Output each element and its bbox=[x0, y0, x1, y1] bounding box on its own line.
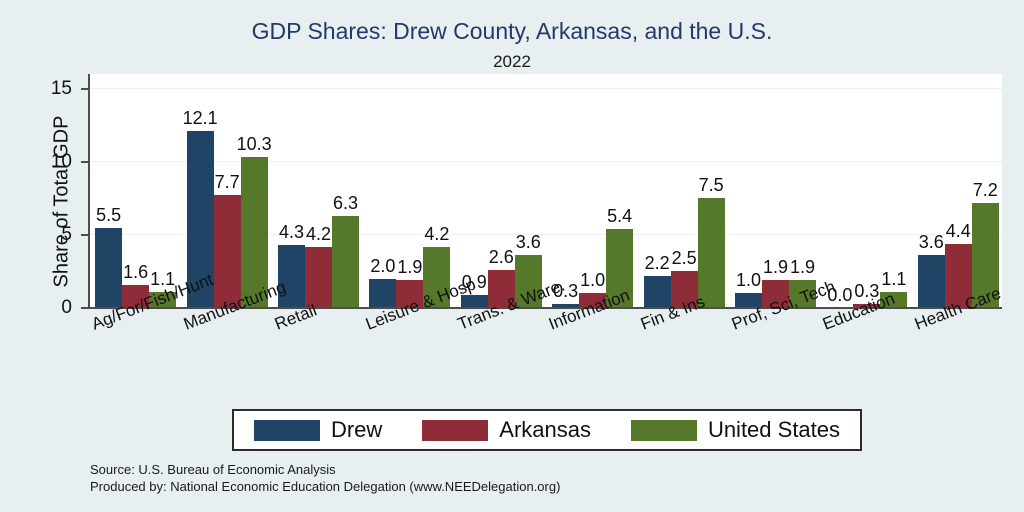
x-axis-line bbox=[86, 307, 1002, 309]
bar-value-label: 7.2 bbox=[972, 179, 998, 200]
bar-value-label: 1.0 bbox=[735, 270, 762, 291]
bar[interactable] bbox=[971, 202, 999, 308]
bar-value-label: 10.3 bbox=[236, 134, 272, 155]
legend-label: United States bbox=[707, 417, 841, 442]
legend-item[interactable]: Arkansas bbox=[422, 417, 591, 443]
y-tick-mark bbox=[81, 307, 88, 309]
bar-value-label: 2.2 bbox=[644, 252, 670, 273]
bar[interactable] bbox=[487, 269, 515, 308]
bar[interactable] bbox=[423, 246, 451, 308]
bar[interactable] bbox=[460, 294, 488, 308]
bar-value-label: 5.4 bbox=[607, 206, 633, 227]
y-tick-mark bbox=[81, 87, 88, 90]
bar[interactable] bbox=[917, 255, 945, 308]
bar-value-label: 12.1 bbox=[182, 108, 218, 129]
footer-source: Source: U.S. Bureau of Economic Analysis bbox=[90, 462, 336, 477]
legend-item[interactable]: Drew bbox=[253, 417, 383, 443]
bar[interactable] bbox=[697, 198, 725, 308]
bar-value-label: 0.0 bbox=[827, 285, 853, 305]
bar-value-label: 4.3 bbox=[278, 222, 305, 243]
bar[interactable] bbox=[944, 243, 972, 308]
plot-area: 5.5 1.6 1.1 12.1 7.7 10.3 4.3 4.2 6.3 2.0 1.9 4.2 0.… bbox=[88, 74, 1002, 308]
bar-value-label: 5.5 bbox=[96, 204, 122, 225]
bar-value-label: 4.4 bbox=[945, 220, 971, 241]
bar-value-label: 1.6 bbox=[123, 261, 149, 282]
chart-subtitle: 2022 bbox=[493, 52, 531, 71]
bar-value-label: 0.3 bbox=[553, 280, 579, 301]
y-tick-mark bbox=[81, 233, 88, 236]
bar-value-label: 1.1 bbox=[881, 268, 907, 289]
y-tick-label: 15 bbox=[50, 77, 72, 99]
bar[interactable] bbox=[552, 303, 580, 308]
bar-value-label: 0.3 bbox=[854, 280, 880, 301]
legend-label: Drew bbox=[330, 417, 383, 442]
bar[interactable] bbox=[186, 131, 214, 308]
bar[interactable] bbox=[606, 229, 634, 308]
bar[interactable] bbox=[853, 303, 881, 308]
bar-value-label: 1.0 bbox=[580, 270, 606, 291]
gridline bbox=[90, 87, 1002, 89]
bar[interactable] bbox=[213, 195, 241, 308]
bar[interactable] bbox=[396, 280, 424, 308]
bar-value-label: 4.2 bbox=[424, 223, 450, 244]
bar[interactable] bbox=[122, 284, 150, 308]
gridline bbox=[90, 160, 1002, 162]
bar[interactable] bbox=[95, 227, 123, 308]
y-tick-mark bbox=[81, 160, 88, 163]
bar[interactable] bbox=[240, 157, 268, 308]
bar[interactable] bbox=[369, 278, 397, 308]
gridline bbox=[90, 233, 1002, 235]
bar-value-label: 2.0 bbox=[370, 255, 396, 276]
bar-value-label: 6.3 bbox=[332, 192, 359, 213]
legend-swatch-icon bbox=[630, 419, 697, 441]
bar[interactable] bbox=[762, 280, 789, 308]
bar[interactable] bbox=[735, 293, 762, 308]
bar[interactable] bbox=[305, 246, 332, 308]
chart-legend[interactable]: Drew Arkansas United States bbox=[232, 409, 862, 451]
bar-value-label: 1.9 bbox=[397, 257, 423, 278]
bar-value-label: 3.6 bbox=[515, 232, 541, 253]
bar[interactable] bbox=[278, 245, 305, 308]
bar[interactable] bbox=[514, 255, 542, 308]
bar[interactable] bbox=[149, 291, 177, 308]
footer-notes: Source: U.S. Bureau of Economic Analysis… bbox=[90, 461, 560, 495]
bar-value-label: 2.5 bbox=[671, 248, 697, 269]
bar-value-label: 4.2 bbox=[305, 223, 332, 244]
bar-value-label: 1.9 bbox=[762, 257, 789, 278]
bar-value-label: 7.7 bbox=[214, 172, 240, 193]
bar[interactable] bbox=[332, 215, 359, 308]
y-tick-label: 5 bbox=[61, 223, 72, 245]
legend-label: Arkansas bbox=[499, 417, 591, 442]
legend-swatch-icon bbox=[422, 419, 489, 441]
bar-value-label: 2.6 bbox=[488, 246, 514, 267]
bar-value-label: 1.1 bbox=[150, 268, 176, 289]
bar-value-label: 3.6 bbox=[918, 232, 944, 253]
footer-producer: Produced by: National Economic Education… bbox=[90, 479, 561, 494]
bar-value-label: 0.9 bbox=[461, 271, 487, 292]
bar[interactable] bbox=[579, 293, 607, 308]
legend-item[interactable]: United States bbox=[630, 417, 841, 443]
y-tick-label: 0 bbox=[61, 297, 72, 318]
chart-title: GDP Shares: Drew County, Arkansas, and t… bbox=[251, 18, 773, 44]
legend-swatch-icon bbox=[253, 419, 320, 441]
bar[interactable] bbox=[789, 280, 816, 308]
bar[interactable] bbox=[670, 271, 698, 308]
bar-value-label: 7.5 bbox=[698, 175, 724, 196]
bar-value-label: 1.9 bbox=[789, 257, 816, 278]
bar[interactable] bbox=[880, 291, 908, 308]
y-tick-label: 10 bbox=[50, 150, 72, 172]
bar[interactable] bbox=[643, 275, 671, 308]
